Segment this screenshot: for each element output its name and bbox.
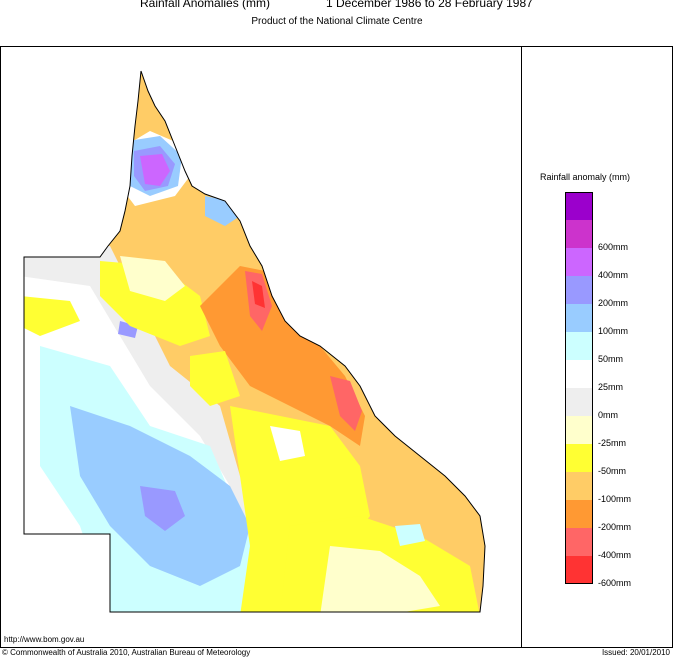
legend-swatch bbox=[565, 416, 593, 444]
state-outline bbox=[23, 70, 486, 613]
legend-label: -50mm bbox=[598, 466, 627, 476]
legend-swatch bbox=[565, 276, 593, 304]
legend-title: Rainfall anomaly (mm) bbox=[540, 172, 631, 182]
legend-label: 25mm bbox=[598, 382, 624, 392]
map-title: Rainfall Anomalies (mm) bbox=[140, 0, 271, 10]
legend-swatch bbox=[565, 332, 593, 360]
map-frame bbox=[0, 46, 673, 648]
map-period: 1 December 1986 to 28 February 1987 bbox=[326, 0, 533, 10]
legend-label: 200mm bbox=[598, 298, 629, 308]
legend-swatch bbox=[565, 528, 593, 556]
legend-divider bbox=[521, 46, 522, 648]
legend-swatch bbox=[565, 192, 593, 220]
footer-issued: Issued: 20/01/2010 bbox=[601, 648, 670, 657]
queensland-anomaly-map bbox=[23, 70, 486, 613]
legend-label: -100mm bbox=[598, 494, 632, 504]
legend-label: -400mm bbox=[598, 550, 632, 560]
legend-swatch bbox=[565, 388, 593, 416]
legend-swatch bbox=[565, 472, 593, 500]
legend-swatch bbox=[565, 220, 593, 248]
legend-swatch bbox=[565, 444, 593, 472]
map-subtitle: Product of the National Climate Centre bbox=[251, 16, 423, 27]
legend-label: 600mm bbox=[598, 242, 629, 252]
legend-label: 100mm bbox=[598, 326, 629, 336]
anomaly-fill-layer bbox=[24, 71, 485, 612]
legend-swatch bbox=[565, 360, 593, 388]
legend-swatch bbox=[565, 304, 593, 332]
legend-swatch bbox=[565, 500, 593, 528]
footer-url[interactable]: http://www.bom.gov.au bbox=[4, 635, 85, 644]
legend-label: 400mm bbox=[598, 270, 629, 280]
legend-label: -200mm bbox=[598, 522, 632, 532]
legend-swatch bbox=[565, 248, 593, 276]
legend-label: 0mm bbox=[598, 410, 618, 420]
map-title-row: Rainfall Anomalies (mm) 1 December 1986 … bbox=[0, 0, 674, 12]
legend-label: -600mm bbox=[598, 578, 632, 588]
legend-label: -25mm bbox=[598, 438, 627, 448]
legend-swatch bbox=[565, 556, 593, 584]
footer-copyright: © Commonwealth of Australia 2010, Austra… bbox=[2, 648, 251, 657]
legend-label: 50mm bbox=[598, 354, 624, 364]
